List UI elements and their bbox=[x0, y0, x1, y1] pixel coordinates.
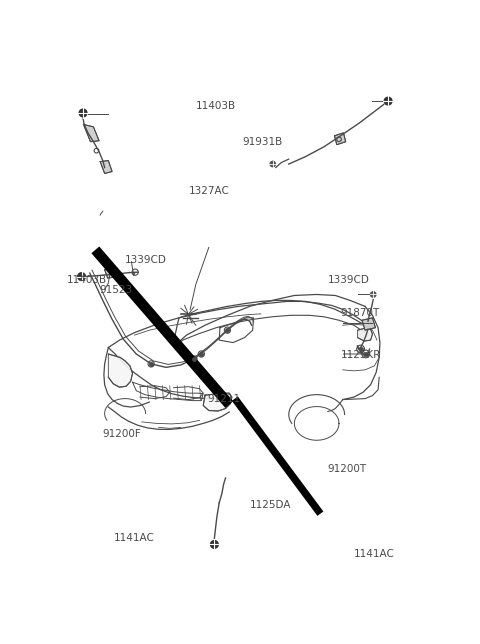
Polygon shape bbox=[362, 317, 375, 330]
Circle shape bbox=[79, 109, 87, 117]
Polygon shape bbox=[84, 124, 99, 142]
Text: 11403B: 11403B bbox=[196, 101, 236, 111]
Text: 91211: 91211 bbox=[207, 393, 240, 404]
Polygon shape bbox=[203, 393, 232, 411]
Circle shape bbox=[270, 162, 276, 167]
Polygon shape bbox=[105, 268, 118, 278]
Text: 91870T: 91870T bbox=[341, 308, 380, 318]
Text: 91200F: 91200F bbox=[103, 430, 142, 439]
Text: 11403B: 11403B bbox=[67, 274, 107, 285]
Text: 1327AC: 1327AC bbox=[188, 186, 229, 196]
Text: 91931B: 91931B bbox=[242, 137, 283, 147]
Circle shape bbox=[371, 292, 376, 297]
Polygon shape bbox=[100, 160, 112, 173]
Text: 1141AC: 1141AC bbox=[114, 533, 155, 544]
Polygon shape bbox=[91, 247, 233, 408]
Circle shape bbox=[78, 273, 85, 281]
Polygon shape bbox=[335, 133, 346, 145]
Text: 91200T: 91200T bbox=[328, 464, 367, 474]
Polygon shape bbox=[108, 354, 132, 387]
Text: 1141AC: 1141AC bbox=[354, 549, 395, 560]
Text: 91523: 91523 bbox=[99, 285, 132, 294]
Circle shape bbox=[211, 540, 218, 548]
Text: 1339CD: 1339CD bbox=[125, 255, 167, 265]
Circle shape bbox=[384, 97, 392, 105]
Text: 1125DA: 1125DA bbox=[250, 500, 291, 510]
Text: 1125KR: 1125KR bbox=[341, 350, 381, 360]
Polygon shape bbox=[232, 397, 324, 516]
Text: 1339CD: 1339CD bbox=[328, 274, 370, 285]
Polygon shape bbox=[358, 328, 372, 341]
